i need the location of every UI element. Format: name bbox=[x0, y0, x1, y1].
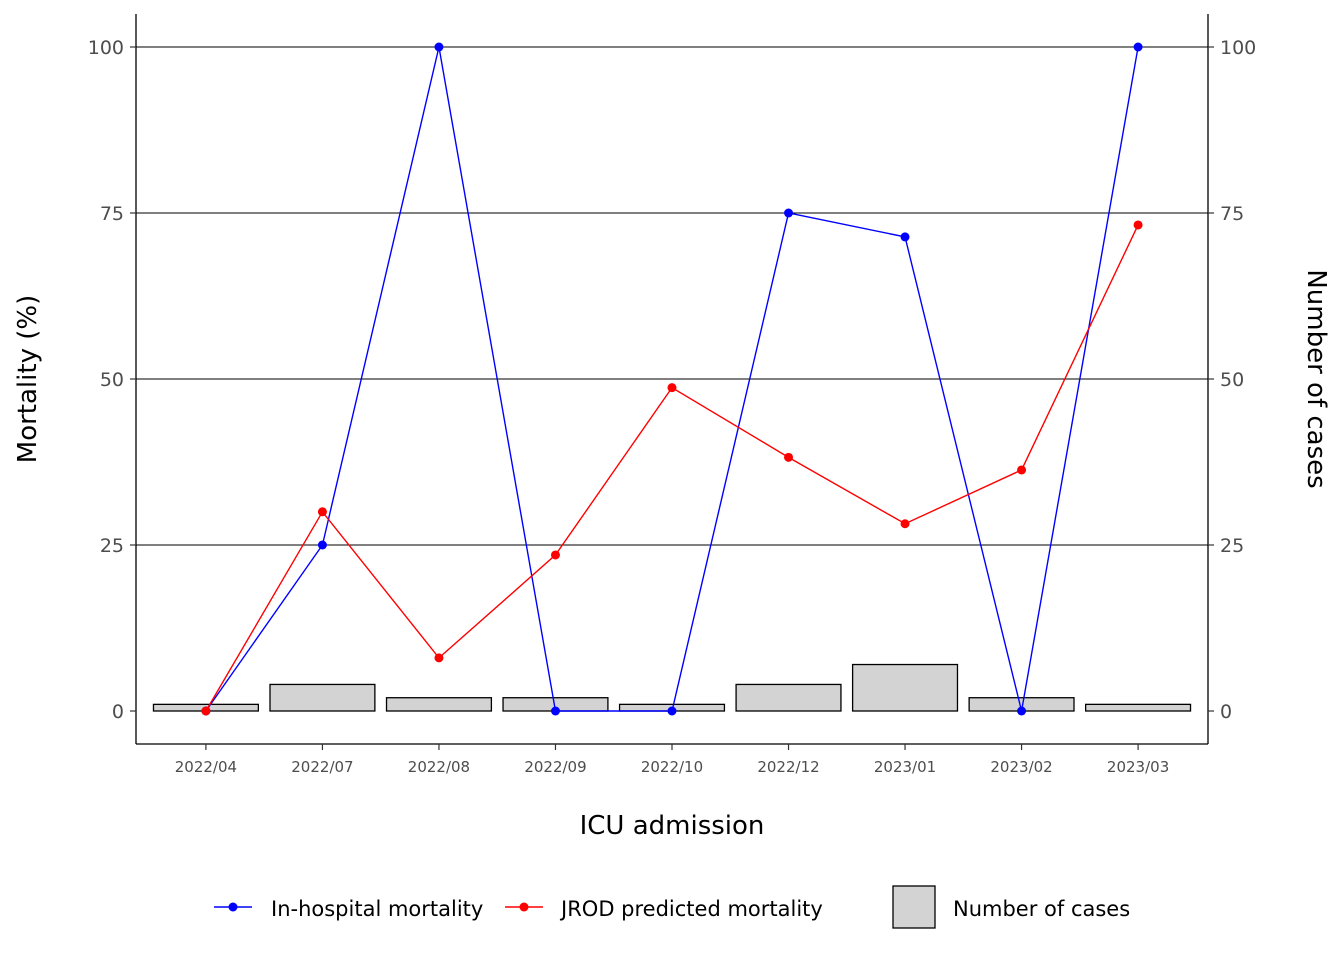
bar-cases-2022/07 bbox=[269, 683, 376, 712]
y2-tick-label-0: 0 bbox=[1220, 701, 1232, 723]
legend-item-jrod: JROD predicted mortality bbox=[505, 897, 823, 921]
bar-cases-2022/08 bbox=[385, 697, 493, 712]
x-tick-label-2022/10: 2022/10 bbox=[641, 758, 703, 776]
point-jrod-2022/10 bbox=[667, 383, 677, 393]
case-count-bars bbox=[152, 663, 1192, 712]
point-jrod-2023/03 bbox=[1133, 220, 1143, 230]
x-tick-label-2023/03: 2023/03 bbox=[1107, 758, 1169, 776]
x-axis-title: ICU admission bbox=[580, 811, 765, 841]
x-tick-label-2022/08: 2022/08 bbox=[408, 758, 470, 776]
bar-cases-2023/01 bbox=[851, 663, 959, 712]
x-tick-label-2023/02: 2023/02 bbox=[990, 758, 1052, 776]
bar-cases-2022/12 bbox=[735, 683, 842, 712]
legend-label-jrod: JROD predicted mortality bbox=[559, 897, 823, 921]
legend-swatch-cases bbox=[892, 885, 936, 929]
legend-item-in-hospital: In-hospital mortality bbox=[214, 897, 483, 921]
mortality-lines bbox=[201, 42, 1143, 716]
legend-label-cases: Number of cases bbox=[953, 897, 1130, 921]
tick-labels: 0 25 50 75 100 0 25 50 75 100 2022/04 2022/07 2022/0… bbox=[88, 37, 1257, 776]
legend-label-in-hospital: In-hospital mortality bbox=[271, 897, 483, 921]
point-in-hospital-2023/02 bbox=[1017, 706, 1027, 716]
gridlines bbox=[136, 46, 1208, 546]
y2-tick-label-75: 75 bbox=[1220, 203, 1244, 225]
y-tick-label-25: 25 bbox=[100, 535, 124, 557]
x-tick-label-2022/07: 2022/07 bbox=[291, 758, 353, 776]
y2-tick-label-100: 100 bbox=[1220, 37, 1256, 59]
point-in-hospital-2023/01 bbox=[900, 232, 910, 242]
legend-marker-jrod bbox=[519, 902, 529, 912]
y-tick-label-0: 0 bbox=[112, 701, 124, 723]
point-jrod-2022/08 bbox=[434, 653, 444, 663]
y-tick-label-50: 50 bbox=[100, 369, 124, 391]
x-tick-label-2023/01: 2023/01 bbox=[874, 758, 936, 776]
point-jrod-2023/01 bbox=[900, 519, 910, 529]
y-axis-title: Mortality (%) bbox=[13, 295, 43, 463]
bar-cases-2023/03 bbox=[1085, 703, 1192, 712]
y-tick-label-100: 100 bbox=[88, 37, 124, 59]
point-in-hospital-2023/03 bbox=[1133, 42, 1143, 52]
point-in-hospital-2022/09 bbox=[550, 706, 560, 716]
point-jrod-2022/04 bbox=[201, 706, 211, 716]
legend-item-cases: Number of cases bbox=[892, 885, 1130, 929]
point-in-hospital-2022/10 bbox=[667, 706, 677, 716]
point-jrod-2022/07 bbox=[317, 507, 327, 517]
point-in-hospital-2022/07 bbox=[317, 540, 327, 550]
point-jrod-2022/12 bbox=[784, 452, 794, 462]
axes bbox=[130, 14, 1214, 750]
y2-axis-title: Number of cases bbox=[1301, 269, 1331, 488]
line-jrod bbox=[205, 224, 1139, 712]
legend-marker-in-hospital bbox=[228, 902, 238, 912]
x-tick-label-2022/04: 2022/04 bbox=[175, 758, 237, 776]
point-in-hospital-2022/08 bbox=[434, 42, 444, 52]
y2-tick-label-25: 25 bbox=[1220, 535, 1244, 557]
point-in-hospital-2022/12 bbox=[784, 208, 794, 218]
y-tick-label-75: 75 bbox=[100, 203, 124, 225]
point-jrod-2023/02 bbox=[1017, 465, 1027, 475]
x-tick-label-2022/12: 2022/12 bbox=[757, 758, 819, 776]
x-tick-label-2022/09: 2022/09 bbox=[524, 758, 586, 776]
point-jrod-2022/09 bbox=[550, 550, 560, 560]
y2-tick-label-50: 50 bbox=[1220, 369, 1244, 391]
legend: In-hospital mortality JROD predicted mor… bbox=[214, 885, 1130, 929]
